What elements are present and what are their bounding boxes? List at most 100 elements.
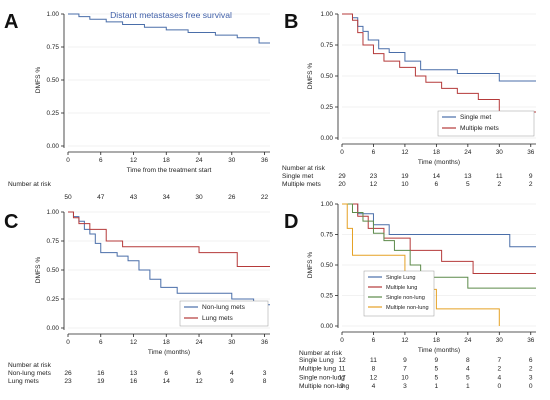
y-tick-label: 1.00 — [321, 201, 334, 208]
risk-value: 9 — [230, 378, 234, 385]
risk-value: 14 — [163, 378, 171, 385]
risk-row-label: Non-lung mets — [8, 370, 52, 377]
risk-value: 12 — [370, 181, 378, 188]
x-tick-label: 36 — [527, 149, 535, 156]
risk-value: 20 — [338, 181, 346, 188]
x-tick-label: 30 — [228, 339, 236, 346]
risk-value: 2 — [529, 181, 533, 188]
series-line-lung-mets — [68, 211, 270, 268]
risk-value: 9 — [529, 173, 533, 180]
x-tick-label: 18 — [163, 339, 171, 346]
risk-value: 34 — [163, 194, 171, 201]
y-tick-label: 0.00 — [47, 325, 60, 332]
legend-label: Multiple lung — [386, 285, 417, 291]
risk-value: 16 — [97, 370, 105, 377]
x-tick-label: 6 — [372, 149, 376, 156]
panel-letter: C — [4, 211, 18, 233]
y-tick-label: 0.75 — [321, 232, 334, 239]
chart-title: Distant metastases free survival — [110, 10, 232, 20]
y-tick-label: 1.00 — [321, 11, 334, 18]
x-tick-label: 12 — [130, 339, 138, 346]
risk-value: 26 — [228, 194, 236, 201]
risk-value: 5 — [435, 374, 439, 381]
risk-value: 2 — [497, 181, 501, 188]
risk-value: 17 — [338, 374, 346, 381]
x-axis-title: Time from the treatment start — [127, 167, 212, 174]
x-axis-title: Time (months) — [418, 347, 460, 354]
risk-value: 3 — [529, 374, 533, 381]
risk-value: 10 — [401, 374, 409, 381]
risk-value: 3 — [403, 383, 407, 390]
risk-row-label: Multiple lung — [299, 366, 336, 373]
y-tick-label: 0.50 — [321, 73, 334, 80]
series-line-single-met — [342, 13, 536, 82]
x-tick-label: 12 — [401, 337, 409, 344]
y-tick-label: 0.00 — [47, 143, 60, 150]
risk-value: 8 — [372, 366, 376, 373]
risk-value: 23 — [64, 378, 72, 385]
risk-value: 6 — [197, 370, 201, 377]
x-tick-label: 6 — [372, 337, 376, 344]
series-line-multiple-non-lung — [342, 203, 500, 326]
risk-value: 0 — [529, 383, 533, 390]
y-tick-label: 0.50 — [47, 77, 60, 84]
risk-value: 12 — [338, 357, 346, 364]
legend-label: Multiple mets — [460, 125, 500, 132]
x-tick-label: 24 — [195, 339, 203, 346]
risk-value: 3 — [263, 370, 267, 377]
series-line-non-lung-mets — [68, 211, 270, 306]
x-tick-label: 12 — [130, 157, 138, 164]
x-tick-label: 24 — [195, 157, 203, 164]
risk-value: 9 — [340, 383, 344, 390]
risk-row-label: Single met — [282, 173, 313, 180]
risk-value: 1 — [435, 383, 439, 390]
risk-table-header: Number at risk — [8, 362, 52, 369]
risk-value: 6 — [164, 370, 168, 377]
y-axis-title: DMFS % — [35, 257, 42, 284]
legend: Single met Multiple mets — [437, 110, 535, 137]
series-line-single-lung — [342, 203, 536, 248]
risk-value: 7 — [403, 366, 407, 373]
risk-value: 26 — [64, 370, 72, 377]
x-axis-title: Time (months) — [418, 159, 460, 166]
risk-row-label: Multiple non-lung — [299, 383, 350, 390]
series-line-dmfs — [68, 13, 270, 44]
risk-value: 29 — [338, 173, 346, 180]
legend-label: Single Lung — [386, 275, 416, 281]
risk-value: 22 — [261, 194, 269, 201]
risk-value: 14 — [433, 173, 441, 180]
x-tick-label: 18 — [433, 149, 441, 156]
y-tick-label: 0.75 — [47, 44, 60, 51]
risk-value: 11 — [339, 366, 346, 373]
risk-table-header: Number at risk — [282, 165, 326, 172]
x-tick-label: 0 — [66, 157, 70, 164]
risk-value: 19 — [97, 378, 105, 385]
x-tick-label: 36 — [261, 339, 269, 346]
y-tick-label: 0.75 — [321, 42, 334, 49]
risk-value: 11 — [370, 357, 377, 364]
risk-value: 13 — [130, 370, 138, 377]
y-axis-title: DMFS % — [307, 252, 314, 279]
risk-table-header: Number at risk — [8, 181, 52, 188]
legend-label: Non-lung mets — [202, 304, 246, 311]
series-line-multiple-mets — [342, 13, 536, 113]
x-tick-label: 0 — [340, 337, 344, 344]
legend-label: Single non-lung — [386, 295, 425, 301]
x-tick-label: 0 — [340, 149, 344, 156]
risk-value: 50 — [64, 194, 72, 201]
risk-value: 9 — [403, 357, 407, 364]
legend-box — [179, 300, 269, 327]
x-tick-label: 18 — [433, 337, 441, 344]
panel-letter: D — [284, 211, 298, 233]
x-tick-label: 36 — [261, 157, 269, 164]
x-tick-label: 30 — [228, 157, 236, 164]
y-axis-title: DMFS % — [35, 67, 42, 94]
x-tick-label: 30 — [496, 337, 504, 344]
risk-value: 1 — [466, 383, 470, 390]
